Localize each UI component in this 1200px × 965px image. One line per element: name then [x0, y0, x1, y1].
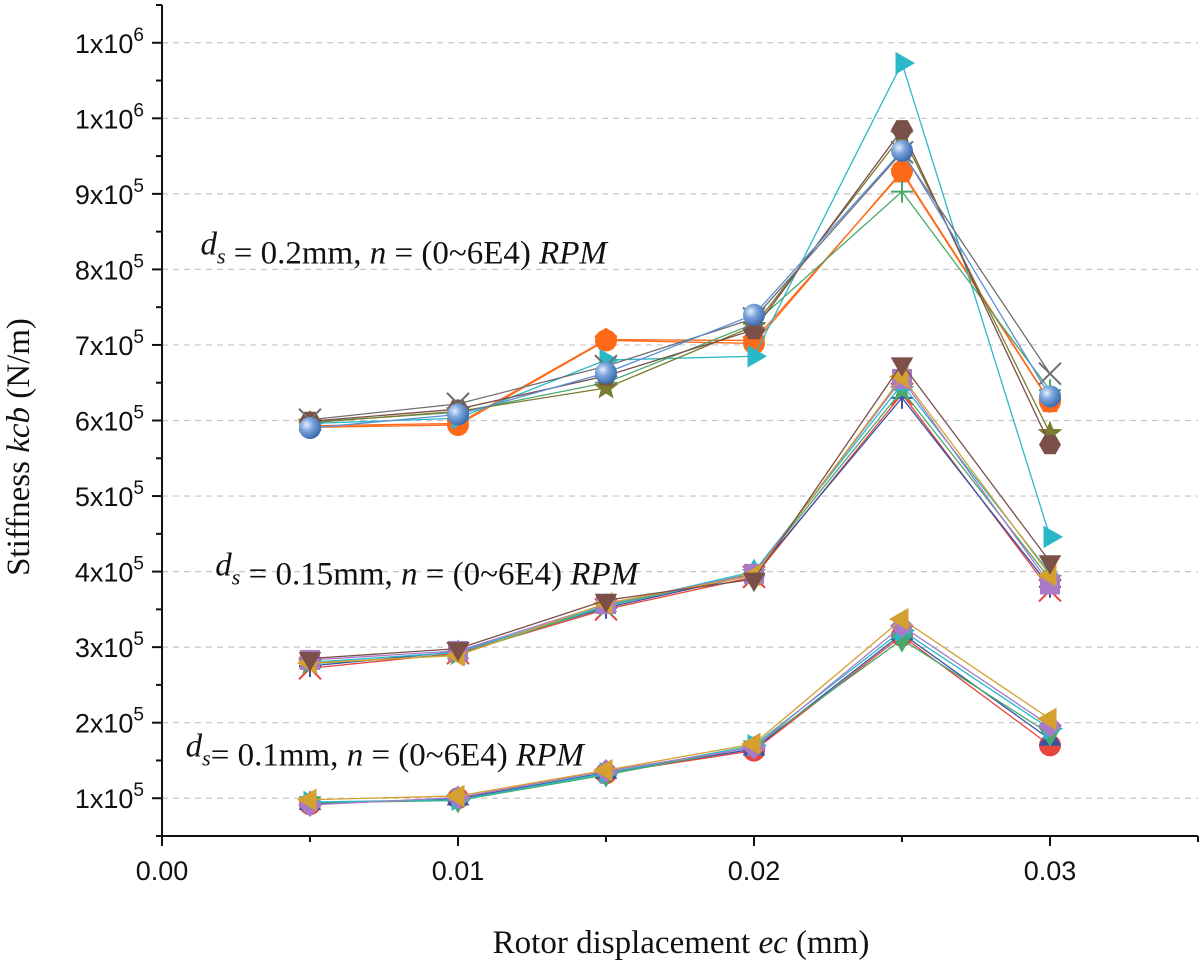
series-2-6	[297, 365, 1057, 675]
data-point-sphere	[447, 403, 469, 426]
series-3-6	[299, 120, 1061, 455]
series-line	[309, 149, 1051, 429]
y-tick-label: 1x105	[75, 780, 144, 814]
data-point-sphere	[891, 139, 913, 162]
x-tick-label: 0.00	[136, 856, 189, 886]
y-axis-title: Stiffness kcb (N/m)	[1, 318, 37, 576]
series-line	[309, 629, 1051, 803]
series-line	[309, 638, 1051, 804]
x-axis-title: Rotor displacement ec (mm)	[493, 925, 870, 961]
data-point-triangle-right	[895, 51, 915, 75]
series-2-7	[298, 357, 1062, 672]
data-point-triangle-down	[1038, 555, 1062, 575]
y-tick-label: 5x105	[75, 478, 144, 512]
series-3-5	[297, 121, 1063, 444]
series-3-1	[299, 160, 1061, 439]
data-point-triangle-right	[1043, 525, 1063, 549]
data-point-sphere	[595, 361, 617, 384]
series-1-5	[298, 613, 1062, 818]
series-line	[309, 128, 1051, 445]
series-group-2	[297, 357, 1063, 680]
data-point-star	[1037, 420, 1063, 444]
annotation-3: ds= 0.1mm, n = (0~6E4) RPM	[186, 729, 586, 774]
y-tick-label: 1x106	[75, 100, 144, 134]
series-3-3	[303, 51, 1063, 549]
series-line	[309, 133, 1051, 434]
data-point-triangle-down	[446, 642, 470, 662]
data-point-triangle-left	[593, 759, 613, 782]
series-1-4	[303, 619, 1063, 814]
series-line	[309, 393, 1051, 669]
data-point-star	[593, 375, 619, 399]
x-tick-label: 0.02	[728, 856, 781, 886]
data-point-triangle-down	[890, 357, 914, 377]
series-2-3	[297, 377, 1063, 675]
series-3-7	[298, 140, 1062, 432]
series-2-2	[299, 386, 1061, 678]
series-group-3	[297, 51, 1063, 549]
series-2-4	[298, 371, 1062, 669]
series-line	[309, 151, 1051, 421]
annotation-2: ds = 0.15mm, n = (0~6E4) RPM	[215, 547, 639, 592]
series-line	[309, 634, 1051, 805]
series-1-6	[297, 607, 1057, 811]
data-point-triangle-down	[742, 572, 766, 593]
y-tick-label: 9x105	[75, 176, 144, 210]
y-tick-label: 3x105	[75, 629, 144, 663]
annotation-1: ds = 0.2mm, n = (0~6E4) RPM	[200, 226, 608, 271]
annotations: ds = 0.2mm, n = (0~6E4) RPM ds = 0.15mm, …	[186, 226, 640, 773]
series-line	[309, 377, 1051, 661]
axis-ticks: 1x105 2x105 3x105 4x105 5x105 6x105 7x105 8x105…	[75, 4, 1199, 886]
y-tick-label: 7x105	[75, 327, 144, 361]
data-point-triangle-left	[1037, 707, 1057, 731]
series-line	[309, 625, 1051, 806]
grid-lines	[162, 42, 1198, 799]
x-tick-label: 0.03	[1024, 856, 1077, 886]
series-3-8	[299, 139, 1061, 440]
data-point-sphere	[1039, 385, 1061, 408]
data-point-sphere	[743, 303, 765, 326]
series-line	[309, 171, 1051, 427]
data-point-triangle-left	[889, 607, 909, 631]
data-point-triangle-left	[297, 788, 317, 811]
data-point-triangle-down	[594, 593, 618, 614]
data-point-pentagon	[890, 160, 914, 183]
y-tick-label: 8x105	[75, 251, 144, 285]
data-point-triangle-left	[445, 784, 465, 808]
data-point-x	[1038, 361, 1062, 386]
data-point-sphere	[299, 417, 321, 440]
series-line	[309, 618, 1051, 801]
y-tick-label: 1x106	[75, 25, 144, 59]
data-point-plus	[891, 180, 913, 203]
series-line	[309, 61, 1051, 538]
y-tick-label: 2x105	[75, 705, 144, 739]
data-point-triangle-down	[298, 651, 322, 672]
series-line	[309, 632, 1051, 805]
series-line	[309, 362, 1051, 660]
y-tick-label: 4x105	[75, 554, 144, 588]
data-point-triangle-right	[747, 345, 767, 368]
series-2-1	[298, 382, 1062, 680]
x-tick-label: 0.01	[432, 856, 485, 886]
y-tick-label: 6x105	[75, 403, 144, 437]
data-point-hexagon	[891, 120, 913, 140]
data-point-triangle-left	[741, 732, 761, 756]
series-2-5	[300, 368, 1060, 670]
series-3-2	[298, 160, 1062, 436]
series-line	[309, 190, 1051, 423]
series-group-1	[297, 607, 1063, 818]
data-point-hexagon	[1039, 435, 1061, 455]
series-layer	[297, 51, 1063, 818]
data-point-pentagon	[594, 327, 618, 350]
